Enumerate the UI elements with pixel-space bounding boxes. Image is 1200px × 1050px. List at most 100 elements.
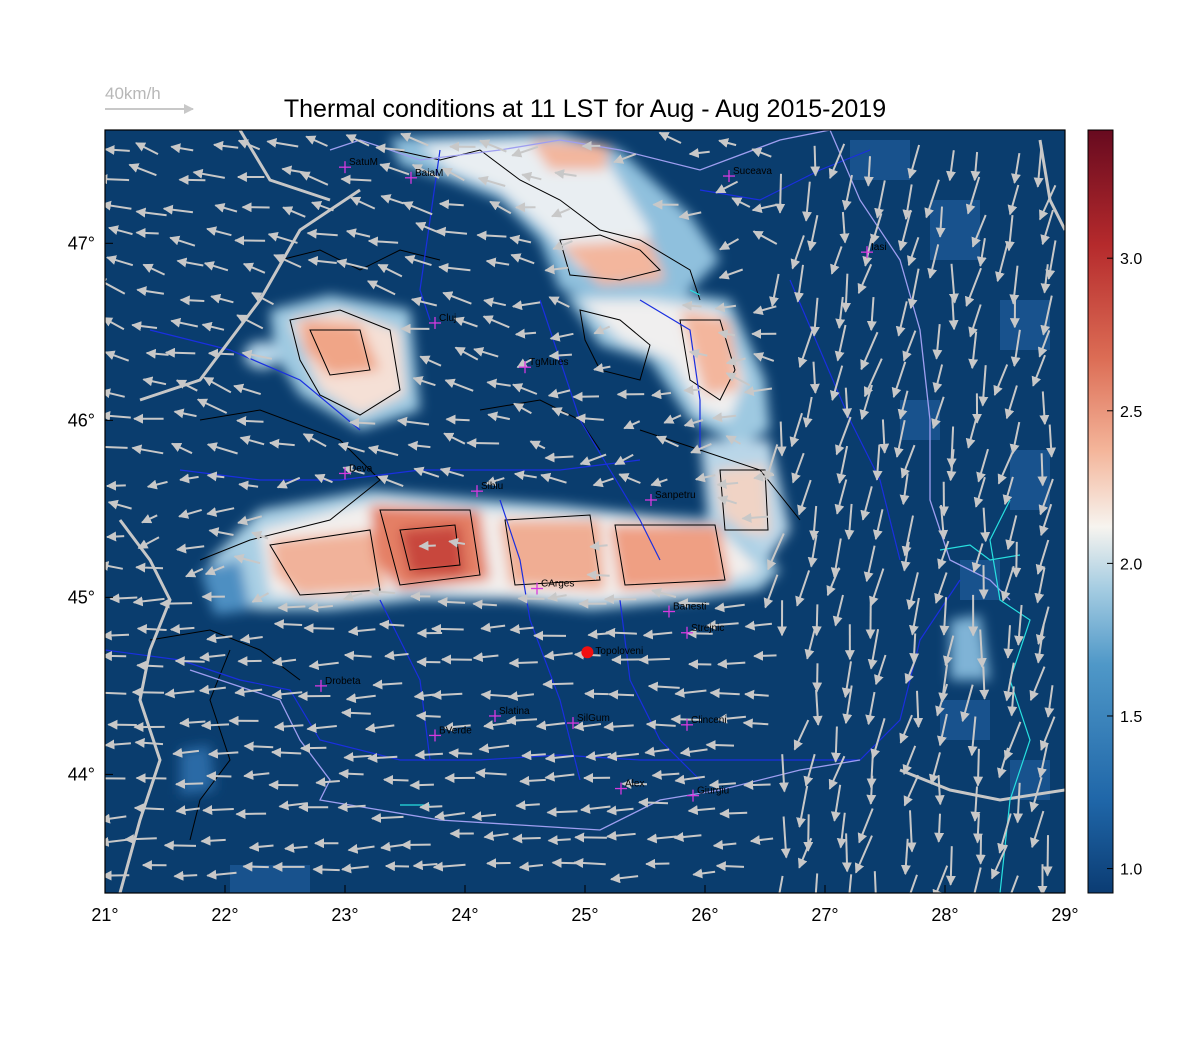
wind-arrow	[606, 805, 634, 816]
city-marker: BVerde	[429, 725, 472, 742]
wind-arrow	[162, 204, 194, 215]
x-tick-label: 28°	[931, 905, 958, 925]
wind-arrow	[743, 779, 771, 790]
wind-arrow	[483, 830, 509, 841]
wind-arrow	[175, 805, 200, 816]
wind-arrow	[507, 691, 535, 702]
wind-arrow	[311, 200, 334, 212]
wind-arrow	[203, 261, 229, 272]
wind-arrow	[273, 254, 302, 269]
wind-arrow	[131, 321, 158, 332]
wind-arrow	[935, 206, 946, 238]
city-label: Giurgiu	[697, 786, 729, 797]
wind-arrow	[948, 263, 959, 304]
wind-arrow	[1040, 264, 1051, 294]
wind-arrow	[174, 656, 205, 667]
wind-arrow	[899, 473, 910, 506]
wind-arrow	[742, 718, 769, 729]
wind-arrow	[372, 679, 403, 690]
wind-arrow	[300, 743, 327, 754]
wind-arrow	[970, 151, 981, 182]
wind-arrow	[239, 435, 265, 446]
wind-arrow	[242, 861, 269, 872]
wind-arrow	[135, 207, 167, 218]
wind-arrow	[934, 813, 945, 843]
wind-arrow	[803, 753, 816, 787]
wind-arrow	[107, 499, 132, 510]
wind-arrow	[105, 317, 125, 331]
wind-arrow	[175, 778, 204, 789]
wind-arrow	[438, 262, 471, 273]
wind-arrow	[135, 773, 167, 784]
map-title: Thermal conditions at 11 LST for Aug - A…	[284, 95, 886, 123]
wind-arrow	[453, 316, 478, 328]
wind-arrow	[717, 495, 738, 505]
wind-arrow	[976, 238, 987, 267]
wind-arrow	[874, 180, 886, 219]
city-label: Sanpetru	[655, 490, 696, 501]
wind-arrow	[1037, 743, 1049, 779]
wind-arrow	[1011, 541, 1022, 578]
city-marker: CArges	[531, 579, 574, 595]
wind-arrow	[1038, 184, 1057, 221]
wind-arrow	[128, 163, 157, 177]
wind-arrow	[277, 602, 306, 613]
wind-arrow	[105, 144, 130, 155]
wind-arrow	[235, 808, 267, 819]
wind-arrow	[1037, 453, 1048, 487]
wind-arrow	[106, 531, 125, 542]
wind-arrow	[688, 348, 708, 359]
wind-arrow	[651, 769, 680, 780]
wind-arrow	[105, 630, 130, 641]
wind-arrow	[908, 597, 920, 636]
wind-arrow	[544, 752, 574, 763]
wind-arrow	[674, 687, 707, 698]
wind-arrow	[647, 681, 680, 692]
wind-arrow	[472, 652, 499, 663]
wind-arrow	[369, 586, 396, 597]
wind-arrow	[681, 300, 702, 311]
wind-arrow	[163, 840, 197, 851]
wind-arrow	[241, 349, 273, 360]
wind-arrow	[965, 176, 981, 215]
wind-arrow	[967, 716, 978, 757]
wind-arrow	[445, 414, 470, 425]
wind-arrow	[751, 203, 777, 214]
wind-arrow	[192, 168, 225, 179]
wind-arrow	[305, 135, 328, 147]
wind-arrow	[383, 774, 409, 785]
wind-arrow	[1033, 145, 1044, 188]
wind-arrow	[551, 407, 569, 417]
wind-arrow	[480, 690, 512, 700]
wind-arrow	[575, 413, 604, 424]
wind-arrow	[705, 740, 735, 751]
wind-arrow	[907, 144, 921, 179]
wind-arrow	[903, 774, 920, 807]
wind-arrow	[448, 748, 473, 759]
wind-arrow	[207, 348, 234, 359]
city-label: Strejnic	[691, 623, 724, 634]
wind-arrow	[271, 656, 297, 667]
wind-arrow	[741, 512, 769, 523]
wind-arrow	[842, 685, 853, 725]
wind-arrow	[169, 623, 195, 634]
wind-arrow	[134, 737, 164, 748]
wind-arrow	[234, 686, 263, 697]
wind-arrow	[306, 723, 337, 734]
wind-arrow	[872, 444, 883, 481]
wind-arrow	[928, 752, 941, 785]
wind-arrow	[1007, 184, 1020, 216]
wind-arrow	[1039, 503, 1053, 537]
wind-arrow	[870, 718, 886, 760]
wind-arrow	[865, 691, 876, 726]
wind-arrow	[431, 623, 464, 634]
wind-arrow	[764, 444, 779, 482]
wind-arrow	[931, 396, 945, 430]
wind-arrow	[549, 331, 574, 342]
wind-arrow	[105, 739, 131, 750]
wind-arrow	[105, 870, 130, 881]
wind-arrow	[544, 264, 569, 275]
wind-arrow	[472, 599, 497, 610]
wind-arrow	[480, 622, 506, 633]
wind-arrow	[848, 874, 853, 893]
